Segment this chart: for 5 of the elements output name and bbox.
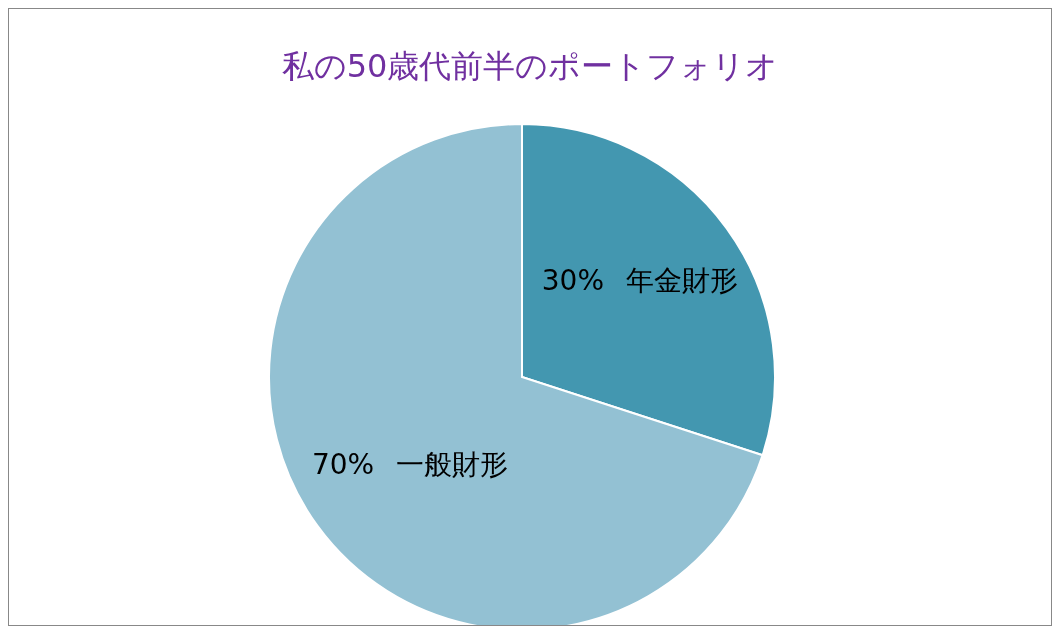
data-label: 70% (311, 447, 375, 481)
slice-label: 年金財形 (626, 263, 739, 297)
slice-label: 一般財形 (396, 447, 509, 481)
data-label: 30% (541, 263, 605, 297)
chart-title: 私の50歳代前半のポートフォリオ (280, 46, 780, 87)
